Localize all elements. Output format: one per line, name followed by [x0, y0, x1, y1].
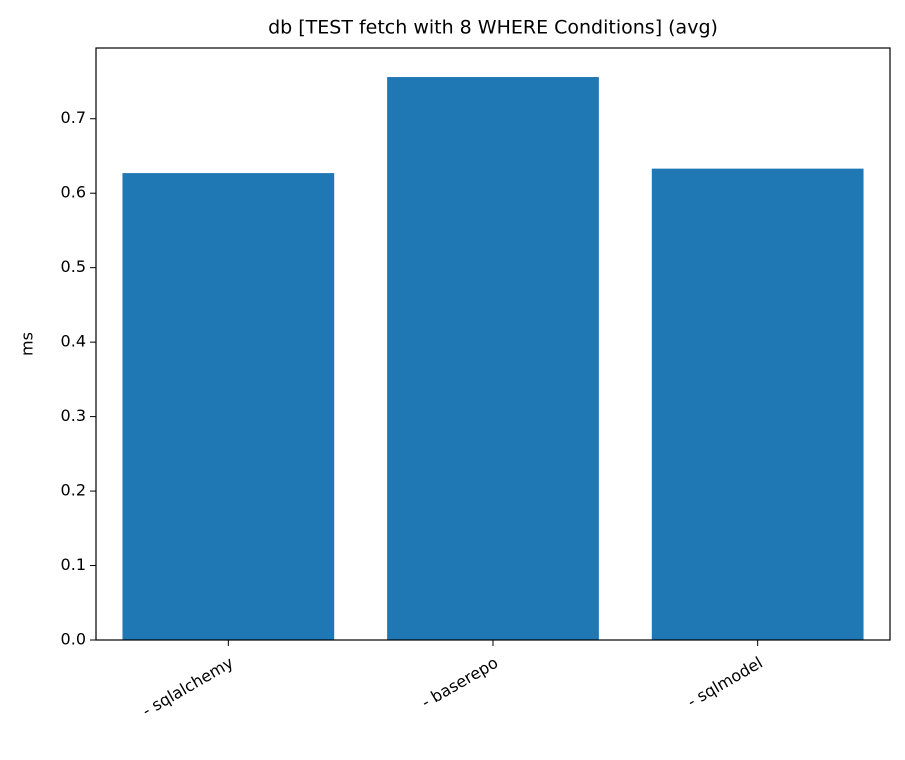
chart-title: db [TEST fetch with 8 WHERE Conditions] … [268, 17, 718, 39]
bar [122, 173, 335, 641]
y-tick-label: 0.4 [61, 332, 86, 351]
y-tick-label: 0.6 [61, 183, 86, 202]
x-tick-label: - baserepo [418, 653, 501, 712]
bar [651, 168, 864, 640]
y-tick-label: 0.2 [61, 481, 86, 500]
y-tick-label: 0.7 [61, 108, 86, 127]
y-tick-label: 0.0 [61, 630, 86, 649]
x-tick-label: - sqlalchemy [139, 653, 237, 720]
axes-frame [95, 47, 891, 641]
y-axis-label: ms [18, 332, 37, 356]
bar [387, 77, 599, 641]
y-tick-label: 0.5 [61, 257, 86, 276]
y-tick-label: 0.1 [61, 555, 86, 574]
y-tick-label: 0.3 [61, 406, 86, 425]
x-tick-label: - sqlmodel [684, 653, 766, 711]
